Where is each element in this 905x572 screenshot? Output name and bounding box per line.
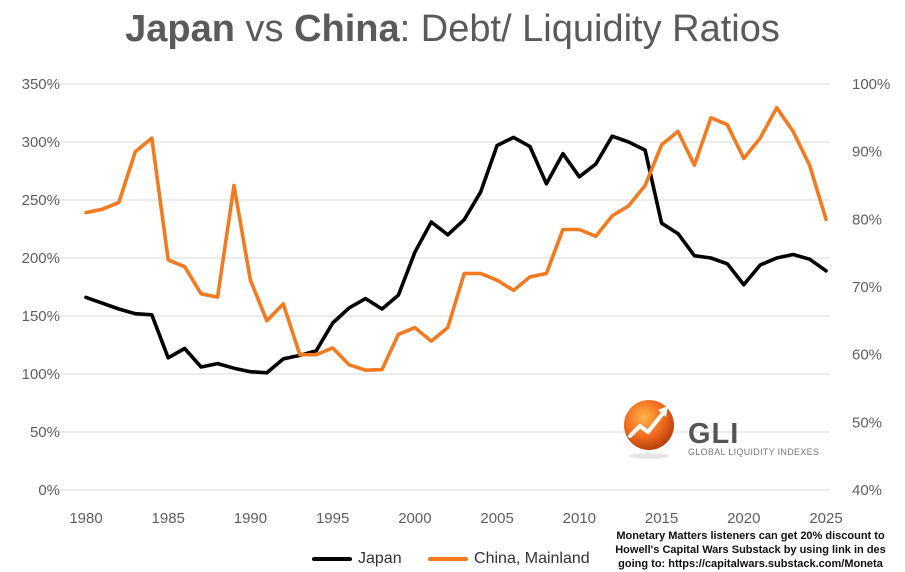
promo-note-line-1: Monetary Matters listeners can get 20% d… bbox=[616, 530, 885, 542]
promo-note: Monetary Matters listeners can get 20% d… bbox=[596, 529, 905, 571]
right-tick-label: 100% bbox=[852, 76, 890, 93]
right-tick-label: 40% bbox=[852, 482, 882, 499]
x-tick-label: 2015 bbox=[645, 510, 678, 527]
x-tick-label: 1995 bbox=[316, 510, 349, 527]
left-axis-ticks: 0% 50% 100% 150% 200% 250% 300% 350% bbox=[22, 76, 60, 499]
chart-legend: Japan China, Mainland bbox=[312, 548, 612, 570]
left-tick-label: 0% bbox=[38, 482, 60, 499]
x-tick-label: 1985 bbox=[152, 510, 185, 527]
x-tick-label: 1990 bbox=[234, 510, 267, 527]
left-tick-label: 150% bbox=[22, 308, 60, 325]
legend-label-japan: Japan bbox=[358, 550, 402, 567]
right-tick-label: 90% bbox=[852, 144, 882, 161]
series-line-japan bbox=[84, 134, 828, 375]
title-rest: : Debt/ Liquidity Ratios bbox=[399, 8, 780, 50]
left-tick-label: 250% bbox=[22, 192, 60, 209]
promo-note-line-2: Howell's Capital Wars Substack by using … bbox=[615, 544, 886, 556]
series-lines bbox=[84, 105, 828, 375]
title-china: China bbox=[294, 8, 400, 50]
gli-logo-name: GLI bbox=[688, 418, 740, 450]
right-tick-label: 80% bbox=[852, 211, 882, 228]
gli-logo bbox=[620, 398, 840, 464]
right-tick-label: 50% bbox=[852, 414, 882, 431]
x-tick-label: 2010 bbox=[563, 510, 596, 527]
title-japan: Japan bbox=[125, 8, 235, 50]
right-tick-label: 60% bbox=[852, 347, 882, 364]
x-tick-label: 2000 bbox=[398, 510, 431, 527]
gli-logo-subtitle: GLOBAL LIQUIDITY INDEXES bbox=[688, 447, 820, 457]
left-tick-label: 50% bbox=[30, 424, 60, 441]
left-tick-label: 350% bbox=[22, 76, 60, 93]
left-tick-label: 200% bbox=[22, 250, 60, 267]
x-tick-label: 2025 bbox=[809, 510, 842, 527]
x-tick-label: 2020 bbox=[727, 510, 760, 527]
legend-label-china: China, Mainland bbox=[474, 550, 590, 567]
chart-title: Japan vs China: Debt/ Liquidity Ratios bbox=[0, 6, 905, 52]
x-tick-label: 2005 bbox=[480, 510, 513, 527]
right-tick-label: 70% bbox=[852, 279, 882, 296]
gridlines bbox=[60, 83, 830, 491]
left-tick-label: 300% bbox=[22, 134, 60, 151]
right-axis-ticks: 40% 50% 60% 70% 80% 90% 100% bbox=[852, 76, 890, 499]
left-tick-label: 100% bbox=[22, 366, 60, 383]
series-line-china bbox=[84, 105, 828, 373]
promo-note-line-3: going to: https://capitalwars.substack.c… bbox=[618, 558, 883, 570]
gli-logo-icon bbox=[624, 400, 674, 459]
legend-item-japan: Japan bbox=[312, 550, 402, 568]
legend-swatch-china bbox=[428, 557, 469, 561]
title-vs: vs bbox=[234, 8, 295, 50]
legend-swatch-japan bbox=[312, 557, 352, 561]
x-axis-ticks: 1980 1985 1990 1995 2000 2005 2010 2015 2020 2025 bbox=[69, 510, 842, 527]
x-tick-label: 1980 bbox=[69, 510, 102, 527]
legend-item-china: China, Mainland bbox=[428, 550, 590, 568]
